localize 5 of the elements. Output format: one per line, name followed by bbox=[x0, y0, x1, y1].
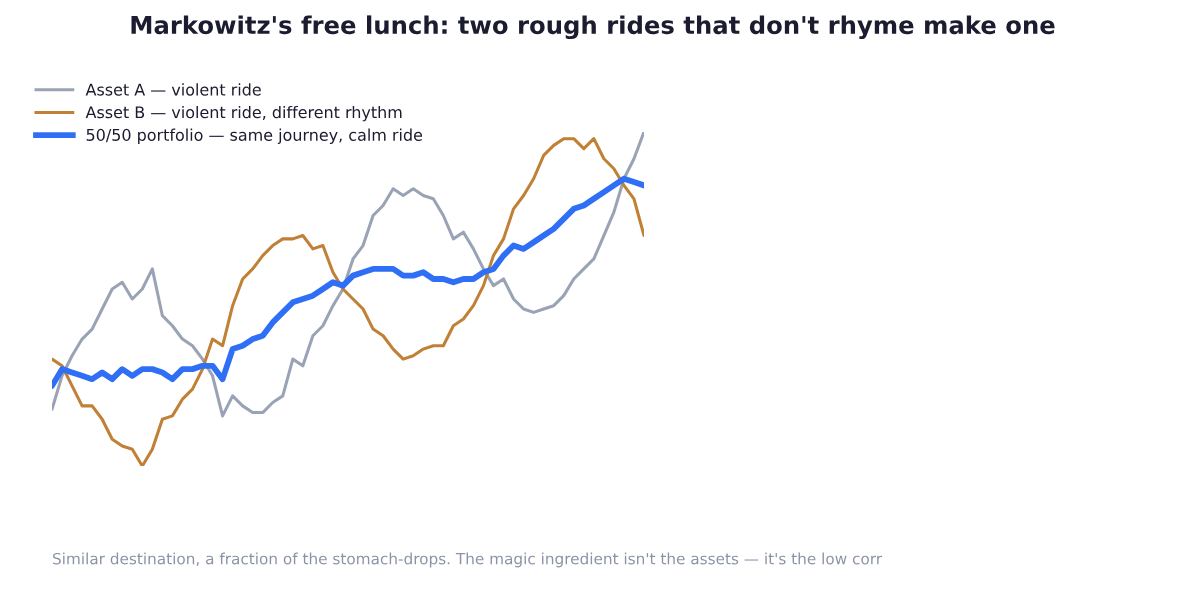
chart-title: Markowitz's free lunch: two rough rides that don't rhyme make one bbox=[131, 15, 1055, 40]
legend-label: 50/50 portfolio — same journey, calm ride bbox=[86, 128, 423, 145]
legend-label: Asset B — violent ride, different rhythm bbox=[85, 105, 402, 122]
legend-label: Asset A — violent ride bbox=[85, 83, 261, 96]
text: Similar destination, a fraction of the stomach-drops. The magic ingredient isn't the assets — it's the low corr bbox=[53, 552, 883, 568]
